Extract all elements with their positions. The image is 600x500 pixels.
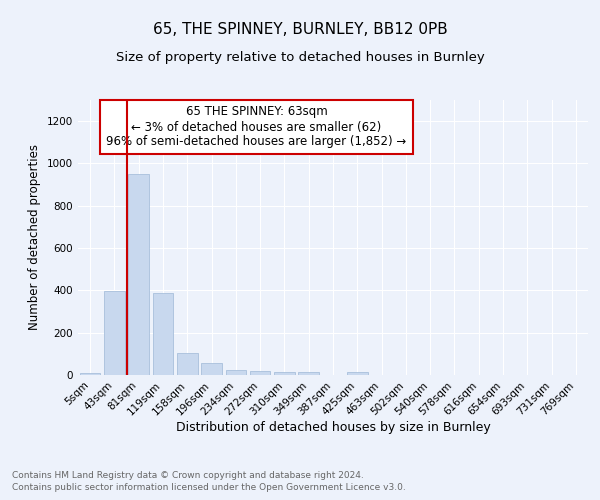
Text: Contains HM Land Registry data © Crown copyright and database right 2024.: Contains HM Land Registry data © Crown c… bbox=[12, 470, 364, 480]
Text: 65, THE SPINNEY, BURNLEY, BB12 0PB: 65, THE SPINNEY, BURNLEY, BB12 0PB bbox=[152, 22, 448, 38]
Y-axis label: Number of detached properties: Number of detached properties bbox=[28, 144, 41, 330]
Text: 65 THE SPINNEY: 63sqm
← 3% of detached houses are smaller (62)
96% of semi-detac: 65 THE SPINNEY: 63sqm ← 3% of detached h… bbox=[106, 106, 407, 148]
Bar bbox=[152, 292, 173, 375]
Bar bbox=[104, 292, 125, 375]
Bar bbox=[298, 372, 319, 375]
Text: Contains public sector information licensed under the Open Government Licence v3: Contains public sector information licen… bbox=[12, 483, 406, 492]
Bar bbox=[250, 371, 271, 375]
Bar bbox=[226, 370, 246, 375]
Bar bbox=[177, 353, 197, 375]
Text: Size of property relative to detached houses in Burnley: Size of property relative to detached ho… bbox=[116, 51, 484, 64]
Bar bbox=[201, 364, 222, 375]
Text: Distribution of detached houses by size in Burnley: Distribution of detached houses by size … bbox=[176, 421, 490, 434]
Bar bbox=[80, 373, 100, 375]
Bar bbox=[347, 372, 368, 375]
Bar bbox=[274, 372, 295, 375]
Bar bbox=[128, 174, 149, 375]
